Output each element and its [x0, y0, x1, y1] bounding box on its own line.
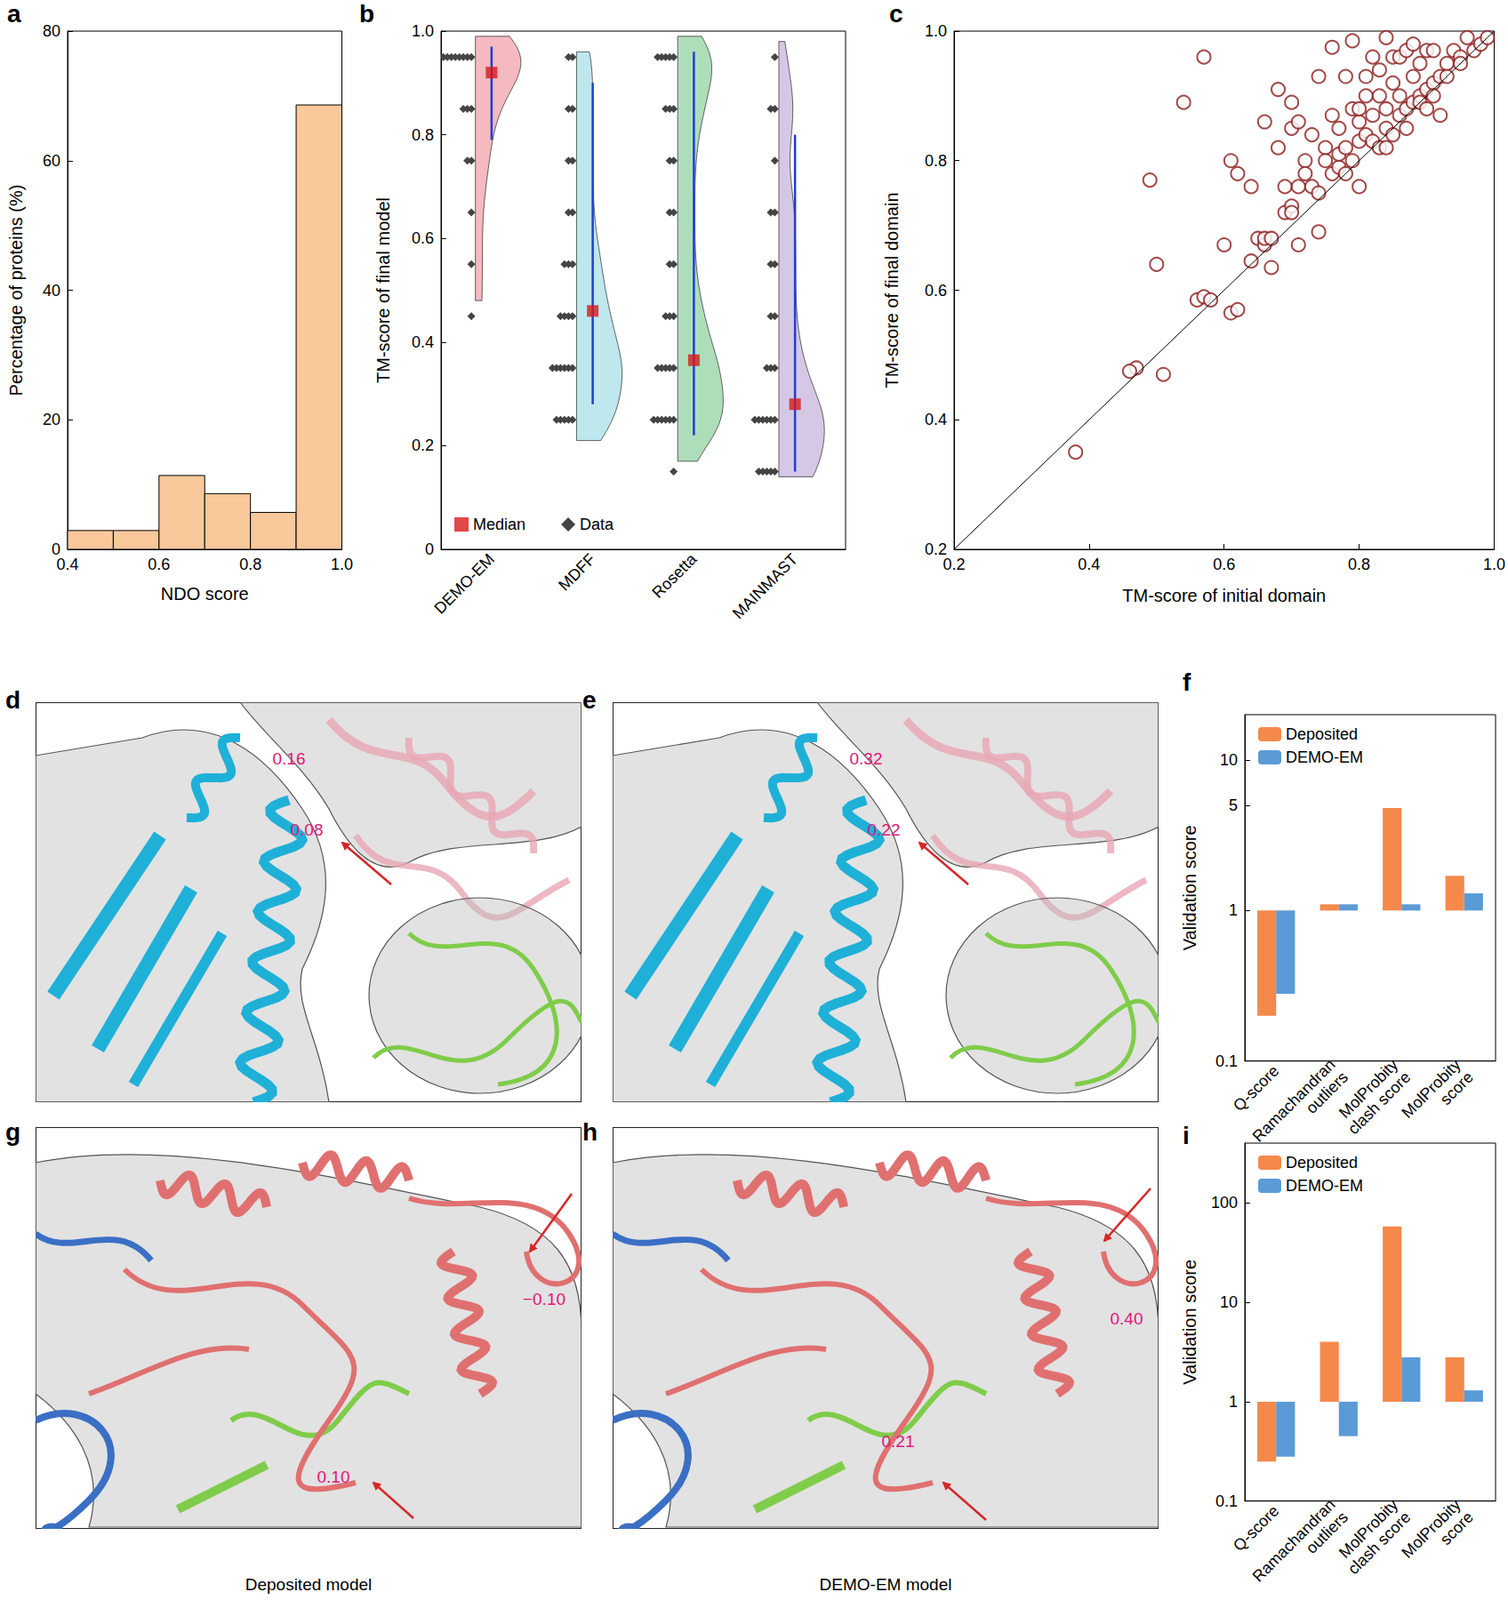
- svg-text:clash score: clash score: [1344, 1508, 1415, 1579]
- svg-text:TM-score of final model: TM-score of final model: [373, 197, 394, 384]
- svg-text:MolProbity: MolProbity: [1398, 1496, 1465, 1563]
- html-text:e: e: [582, 686, 597, 714]
- svg-text:0.2: 0.2: [942, 555, 965, 574]
- svg-text:0.8: 0.8: [411, 126, 434, 145]
- svg-text:10: 10: [1219, 751, 1238, 770]
- svg-text:DEMO-EM: DEMO-EM: [430, 550, 498, 618]
- svg-text:Validation score: Validation score: [1179, 825, 1200, 951]
- svg-text:Q-score: Q-score: [1229, 1502, 1283, 1556]
- svg-text:outliers: outliers: [1302, 1508, 1352, 1558]
- svg-text:0.6: 0.6: [411, 229, 434, 248]
- svg-text:40: 40: [42, 281, 61, 300]
- svg-text:0.22: 0.22: [867, 820, 901, 840]
- svg-text:0.08: 0.08: [290, 820, 324, 840]
- html-text:h: h: [582, 1118, 598, 1147]
- svg-text:100: 100: [1211, 1194, 1238, 1212]
- svg-text:0.21: 0.21: [882, 1432, 915, 1452]
- svg-text:0.6: 0.6: [924, 281, 947, 300]
- svg-text:outliers: outliers: [1302, 1068, 1352, 1118]
- svg-text:Rosetta: Rosetta: [648, 550, 700, 602]
- svg-text:1.0: 1.0: [1483, 555, 1506, 574]
- svg-text:MAINMAST: MAINMAST: [729, 550, 802, 623]
- svg-text:Data: Data: [579, 515, 615, 534]
- html-text:c: c: [889, 0, 904, 28]
- svg-text:0.2: 0.2: [924, 540, 947, 559]
- svg-text:Ramachandran: Ramachandran: [1248, 1055, 1339, 1146]
- svg-text:score: score: [1436, 1508, 1477, 1549]
- svg-text:Deposited: Deposited: [1285, 1154, 1358, 1172]
- svg-text:clash score: clash score: [1344, 1068, 1415, 1139]
- svg-text:0: 0: [425, 540, 434, 559]
- svg-text:DEMO-EM: DEMO-EM: [1285, 748, 1364, 767]
- svg-text:0.1: 0.1: [1215, 1052, 1238, 1071]
- svg-text:1.0: 1.0: [411, 22, 434, 41]
- svg-text:NDO score: NDO score: [160, 584, 249, 604]
- svg-text:0: 0: [51, 540, 61, 559]
- html-text:Deposited model: Deposited model: [245, 1575, 372, 1595]
- svg-text:0.32: 0.32: [850, 749, 883, 769]
- svg-text:TM-score of final domain: TM-score of final domain: [882, 192, 902, 388]
- svg-text:0.4: 0.4: [1077, 555, 1100, 574]
- html-text:i: i: [1182, 1122, 1190, 1150]
- svg-text:0.4: 0.4: [924, 410, 947, 429]
- svg-text:0.8: 0.8: [1347, 555, 1371, 574]
- svg-text:Ramachandran: Ramachandran: [1248, 1496, 1339, 1586]
- svg-text:0.4: 0.4: [56, 555, 79, 574]
- svg-text:MolProbity: MolProbity: [1398, 1055, 1465, 1122]
- svg-text:1: 1: [1228, 1393, 1238, 1412]
- svg-text:20: 20: [42, 410, 61, 429]
- svg-text:1: 1: [1228, 901, 1238, 920]
- html-text:d: d: [5, 686, 21, 714]
- svg-text:10: 10: [1219, 1293, 1238, 1312]
- svg-text:MolProbity: MolProbity: [1335, 1055, 1402, 1122]
- svg-text:0.2: 0.2: [411, 436, 434, 455]
- svg-text:0.8: 0.8: [239, 555, 262, 574]
- svg-text:Percentage of proteins (%): Percentage of proteins (%): [6, 184, 26, 397]
- svg-text:0.8: 0.8: [924, 152, 947, 170]
- svg-text:5: 5: [1228, 796, 1238, 815]
- svg-text:0.40: 0.40: [1110, 1309, 1144, 1329]
- html-text:a: a: [7, 0, 21, 28]
- svg-text:0.16: 0.16: [272, 749, 306, 769]
- svg-text:DEMO-EM: DEMO-EM: [1285, 1177, 1364, 1196]
- svg-text:0.1: 0.1: [1215, 1492, 1238, 1511]
- svg-text:80: 80: [42, 22, 61, 41]
- svg-text:1.0: 1.0: [330, 555, 353, 574]
- svg-text:0.4: 0.4: [411, 333, 434, 352]
- svg-text:MDFF: MDFF: [554, 550, 599, 594]
- svg-text:−0.10: −0.10: [522, 1290, 566, 1309]
- svg-text:0.6: 0.6: [147, 555, 170, 574]
- html-text:DEMO-EM model: DEMO-EM model: [819, 1575, 952, 1595]
- html-text:b: b: [359, 0, 375, 28]
- svg-text:60: 60: [42, 152, 61, 170]
- svg-text:0.6: 0.6: [1212, 555, 1236, 574]
- svg-text:MolProbity: MolProbity: [1335, 1496, 1402, 1563]
- svg-text:score: score: [1436, 1068, 1477, 1109]
- html-text:f: f: [1182, 668, 1191, 697]
- svg-text:1.0: 1.0: [924, 22, 947, 41]
- svg-text:Median: Median: [473, 515, 526, 534]
- svg-text:Validation score: Validation score: [1179, 1259, 1200, 1386]
- svg-text:Q-score: Q-score: [1229, 1062, 1283, 1115]
- html-text:g: g: [5, 1118, 21, 1147]
- svg-text:Deposited: Deposited: [1285, 725, 1358, 744]
- svg-text:0.10: 0.10: [317, 1467, 351, 1487]
- svg-text:TM-score of initial domain: TM-score of initial domain: [1122, 585, 1326, 606]
